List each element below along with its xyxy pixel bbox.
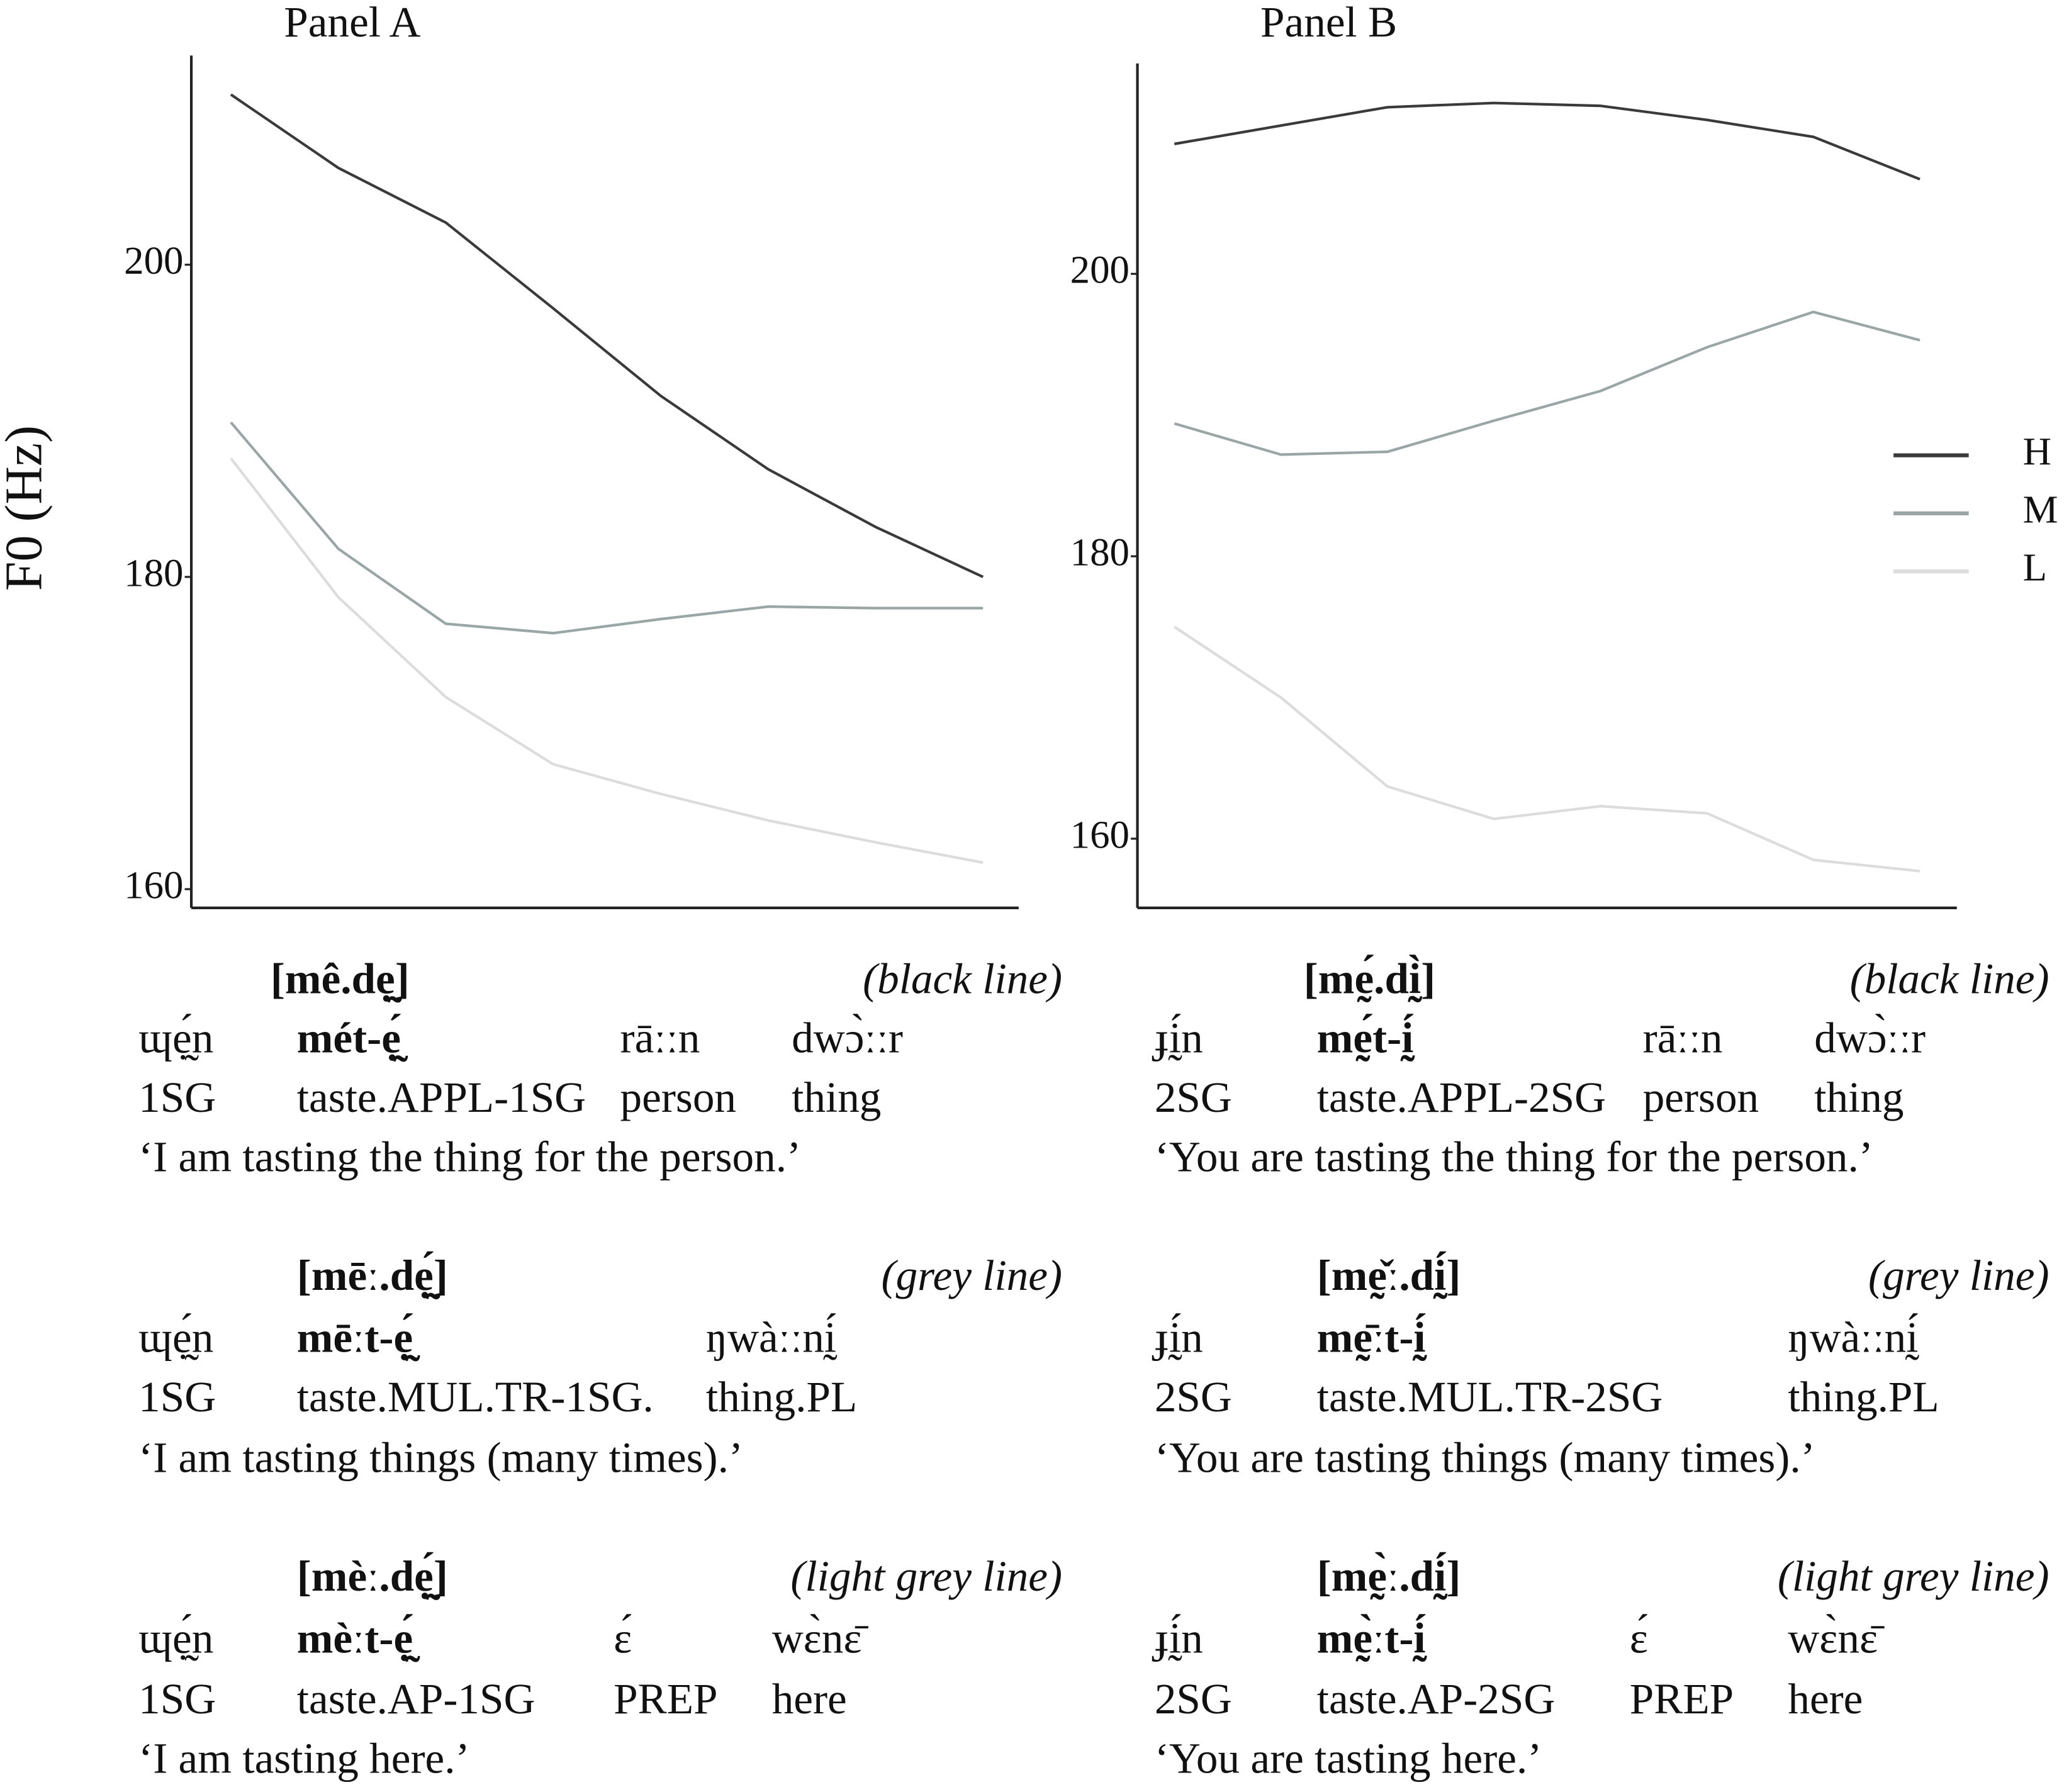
line-note: (light grey line) bbox=[1778, 1552, 2049, 1600]
data-line bbox=[230, 457, 984, 864]
form: [mēː.dẹ̰́] bbox=[297, 1250, 448, 1299]
gloss: 1SG bbox=[138, 1674, 216, 1723]
data-line bbox=[1174, 310, 1920, 456]
gloss: thing bbox=[792, 1073, 881, 1121]
line-note: (light grey line) bbox=[790, 1552, 1062, 1600]
gloss: taste.AP-2SG bbox=[1317, 1674, 1556, 1723]
data-line bbox=[1174, 625, 1920, 873]
form: [mê.dẹ̰] bbox=[271, 954, 410, 1002]
form: [mḛ̀ː.dḭ́] bbox=[1317, 1551, 1461, 1600]
word: mḛ̄ːt-ḭ́ bbox=[1317, 1313, 1428, 1362]
line-note: (grey line) bbox=[1868, 1251, 2049, 1299]
data-line bbox=[1174, 101, 1920, 181]
gloss: taste.MUL.TR-1SG. bbox=[297, 1372, 654, 1421]
gloss: PREP bbox=[614, 1674, 717, 1723]
y-tick-label: 160 bbox=[1070, 812, 1130, 856]
gloss: PREP bbox=[1630, 1674, 1734, 1723]
gloss: here bbox=[1788, 1674, 1863, 1723]
gloss: 2SG bbox=[1155, 1372, 1232, 1421]
line-note: (black line) bbox=[1850, 954, 2049, 1002]
gloss: thing.PL bbox=[706, 1372, 857, 1421]
translation: ‘I am tasting things (many times).’ bbox=[138, 1433, 743, 1481]
legend-label: H bbox=[2023, 429, 2051, 473]
word: ŋwàːːnḭ́ bbox=[1788, 1313, 1919, 1362]
translation: ‘You are tasting the thing for the perso… bbox=[1155, 1132, 1873, 1180]
legend-label: M bbox=[2023, 487, 2058, 531]
gloss: thing.PL bbox=[1788, 1372, 1939, 1421]
gloss: taste.MUL.TR-2SG bbox=[1317, 1372, 1663, 1421]
form: [mèː.dẹ̰́] bbox=[297, 1551, 448, 1600]
line-note: (black line) bbox=[863, 954, 1062, 1002]
word: ɰẹ̰́n bbox=[138, 1313, 213, 1362]
gloss: here bbox=[772, 1674, 847, 1723]
gloss: thing bbox=[1814, 1073, 1904, 1121]
y-axis-label: F0 (Hz) bbox=[0, 425, 53, 591]
gloss: person bbox=[620, 1073, 736, 1121]
chart-title: Panel B bbox=[1260, 0, 1397, 46]
word: mēːt-ẹ̰́ bbox=[297, 1313, 420, 1362]
gloss: taste.AP-1SG bbox=[297, 1674, 535, 1723]
word: rāːːn bbox=[620, 1014, 700, 1062]
word: ɟḭ́n bbox=[1152, 1313, 1203, 1362]
translation: ‘I am tasting the thing for the person.’ bbox=[138, 1132, 801, 1180]
gloss: taste.APPL-1SG bbox=[297, 1073, 586, 1121]
gloss: 1SG bbox=[138, 1073, 216, 1121]
y-tick-label: 200 bbox=[1070, 248, 1130, 292]
word: dwɔ̀ːːr bbox=[1814, 1013, 1926, 1062]
word: mèːt-ẹ̰́ bbox=[297, 1613, 420, 1662]
gloss: 1SG bbox=[138, 1372, 216, 1421]
word: wɛ̀nɛ̄ bbox=[1788, 1613, 1885, 1662]
gloss: person bbox=[1643, 1073, 1759, 1121]
word: wɛ̀nɛ̄ bbox=[772, 1613, 869, 1662]
word: ɰẹ̰́n bbox=[138, 1613, 213, 1662]
word: mét-ẹ̰́ bbox=[297, 1013, 408, 1062]
word: ɰẹ̰́n bbox=[138, 1013, 213, 1062]
chart-title: Panel A bbox=[284, 0, 420, 46]
word: dwɔ̀ːːr bbox=[792, 1013, 903, 1062]
data-line bbox=[230, 421, 984, 635]
translation: ‘You are tasting here.’ bbox=[1155, 1734, 1542, 1783]
y-tick-label: 180 bbox=[124, 551, 183, 595]
word: mḛ̀ːt-ḭ́ bbox=[1317, 1613, 1428, 1662]
y-tick-label: 200 bbox=[124, 238, 183, 283]
legend-label: L bbox=[2023, 546, 2047, 590]
data-line bbox=[230, 93, 984, 578]
y-tick-label: 160 bbox=[124, 863, 183, 907]
translation: ‘I am tasting here.’ bbox=[138, 1734, 469, 1783]
gloss: 2SG bbox=[1155, 1073, 1232, 1121]
word: rāːːn bbox=[1643, 1014, 1723, 1062]
word: ɛ́ bbox=[1630, 1613, 1648, 1662]
word: ŋwàːːnḭ́ bbox=[706, 1313, 838, 1362]
translation: ‘You are tasting things (many times).’ bbox=[1155, 1433, 1815, 1481]
word: ɟḭ́n bbox=[1152, 1013, 1203, 1062]
word: mḛ́t-ḭ́ bbox=[1317, 1013, 1415, 1062]
form: [mḛ̌ː.dḭ́] bbox=[1317, 1250, 1461, 1299]
word: ɟḭ́n bbox=[1152, 1613, 1203, 1662]
form: [mḛ́.dḭ̀] bbox=[1304, 953, 1435, 1002]
line-note: (grey line) bbox=[882, 1251, 1063, 1299]
gloss: taste.APPL-2SG bbox=[1317, 1073, 1606, 1121]
gloss: 2SG bbox=[1155, 1674, 1232, 1723]
word: ɛ́ bbox=[614, 1613, 632, 1662]
y-tick-label: 180 bbox=[1070, 530, 1130, 574]
